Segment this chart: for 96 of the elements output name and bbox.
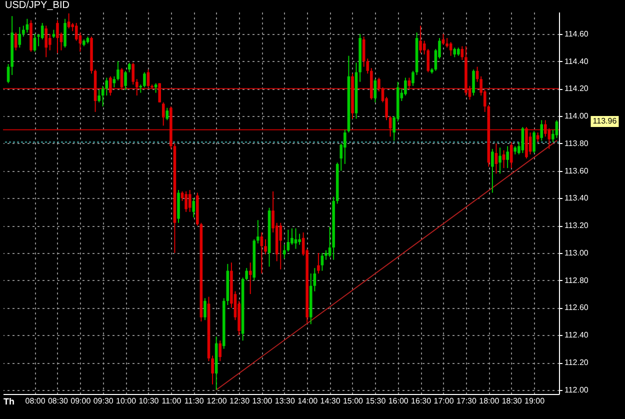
candlestick — [124, 70, 127, 91]
candlestick — [506, 146, 509, 169]
x-tick-label: 18:30 — [502, 396, 522, 406]
candlestick — [502, 150, 506, 169]
x-tick-label: 16:00 — [388, 396, 409, 406]
candlestick — [184, 190, 188, 212]
x-tick-label: 08:30 — [48, 396, 69, 406]
x-tick-label: 09:00 — [70, 396, 92, 406]
y-tick-label: 114.60 — [564, 29, 589, 38]
y-tick-label: 113.80 — [564, 138, 589, 148]
x-tick-label: 14:00 — [298, 396, 318, 406]
y-tick-label: 112.40 — [564, 330, 589, 340]
x-tick-label: 14:30 — [320, 396, 341, 406]
x-tick-label: 16:30 — [411, 396, 432, 406]
candlestick — [446, 38, 448, 48]
candlestick — [453, 47, 456, 58]
candlestick — [248, 262, 252, 295]
candlestick — [472, 69, 475, 96]
candlestick — [154, 82, 158, 94]
x-tick-label: 11:30 — [184, 396, 204, 406]
candlestick — [498, 147, 502, 174]
x-tick-label: 17:00 — [434, 396, 454, 406]
y-tick-label: 113.60 — [564, 166, 589, 176]
y-tick-label: 114.20 — [564, 84, 589, 94]
candlestick — [218, 340, 222, 362]
y-tick-label: 113.40 — [564, 194, 589, 203]
candlestick — [449, 42, 452, 56]
candlestick — [320, 252, 324, 272]
candlestick — [116, 60, 120, 81]
candlestick — [264, 238, 267, 255]
candlestick — [162, 102, 165, 126]
candlestick — [128, 62, 131, 73]
candlestick — [491, 148, 494, 194]
candlestick — [56, 20, 59, 54]
candlestick — [192, 198, 196, 218]
x-tick-label: 19:00 — [524, 396, 546, 406]
candlestick — [317, 252, 320, 274]
candlestick — [344, 129, 346, 164]
candlestick — [412, 70, 414, 86]
candlestick — [548, 128, 551, 150]
candlestick — [120, 68, 124, 91]
candlestick — [132, 62, 135, 86]
candlestick — [14, 32, 18, 51]
candlestick — [44, 25, 48, 58]
y-tick-label: 113.20 — [564, 221, 589, 230]
x-tick-label: 12:30 — [230, 396, 250, 406]
x-tick-label: 08:00 — [25, 396, 46, 406]
x-tick-label: 13:30 — [274, 396, 296, 406]
y-tick-label: 112.20 — [564, 358, 589, 368]
candlestick — [419, 25, 422, 54]
candlestick — [408, 77, 411, 90]
y-tick-label: 112.00 — [564, 385, 589, 394]
candlestick — [204, 298, 206, 321]
candlestick — [135, 78, 138, 96]
y-tick-label: 112.80 — [564, 276, 589, 285]
candlestick — [256, 220, 260, 244]
x-tick-label: 12:00 — [206, 396, 228, 406]
candlestick — [166, 107, 169, 121]
x-axis-title: Th — [4, 396, 14, 406]
y-tick-label: 112.60 — [564, 303, 589, 312]
x-tick-label: 15:00 — [342, 396, 364, 406]
text: 113.96 — [592, 116, 618, 126]
y-tick-label: 114.40 — [564, 56, 589, 66]
candlestick — [298, 233, 301, 246]
candlestick — [188, 189, 192, 212]
candlestick — [521, 126, 524, 154]
candlestick — [536, 132, 540, 143]
x-tick-label: 15:30 — [366, 396, 386, 406]
y-tick-label: 114.00 — [564, 112, 589, 121]
x-tick-label: 11:00 — [162, 396, 182, 406]
candlestick — [324, 250, 328, 260]
candlestick — [33, 33, 36, 52]
candlestick — [540, 120, 544, 142]
candlestick — [109, 76, 112, 96]
candlestick — [532, 130, 536, 154]
y-tick-label: 113.00 — [564, 248, 589, 258]
candlestick — [18, 26, 22, 48]
chart-title: USD/JPY_BID — [5, 0, 70, 11]
candlestick — [64, 18, 66, 48]
candlestick — [40, 22, 44, 40]
x-tick-label: 10:00 — [116, 396, 137, 406]
candlestick — [404, 77, 407, 96]
x-tick-label: 18:00 — [479, 396, 500, 406]
candlestick — [98, 90, 100, 103]
candlestick — [143, 72, 146, 88]
x-tick-label: 17:30 — [456, 396, 478, 406]
candlestick — [158, 82, 161, 103]
candlestick — [374, 78, 377, 103]
x-tick-label: 10:30 — [138, 396, 160, 406]
candlestick — [146, 69, 150, 88]
candlestick — [279, 222, 282, 270]
x-tick-label: 09:30 — [93, 396, 114, 406]
candlestick — [67, 12, 70, 29]
candlestick — [362, 36, 366, 68]
candlestick — [26, 18, 29, 34]
x-tick-label: 13:00 — [252, 396, 273, 406]
